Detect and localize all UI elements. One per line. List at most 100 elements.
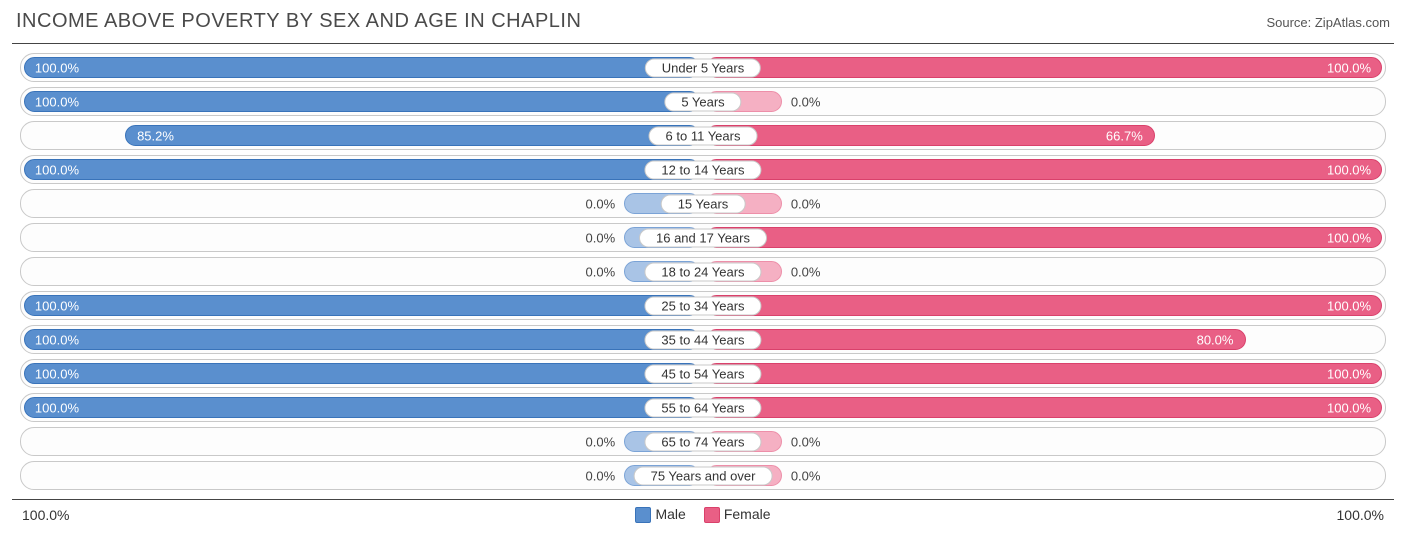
chart-title: INCOME ABOVE POVERTY BY SEX AND AGE IN C…: [16, 10, 581, 33]
age-label: 18 to 24 Years: [644, 262, 761, 281]
female-bar: [706, 57, 1382, 78]
female-half: 0.0%: [703, 88, 1385, 115]
male-bar: [24, 91, 700, 112]
male-value-label: 100.0%: [35, 60, 79, 75]
female-value-label: 100.0%: [1327, 400, 1371, 415]
male-half: 0.0%: [21, 462, 703, 489]
male-half: 100.0%: [21, 156, 703, 183]
age-label: 6 to 11 Years: [649, 126, 758, 145]
male-value-label: 100.0%: [35, 400, 79, 415]
male-bar: [24, 397, 700, 418]
male-value-label: 85.2%: [137, 128, 174, 143]
male-bar: [24, 57, 700, 78]
male-value-label: 0.0%: [586, 230, 616, 245]
data-row: 0.0% 0.0% 65 to 74 Years: [20, 427, 1386, 456]
male-half: 100.0%: [21, 394, 703, 421]
header: INCOME ABOVE POVERTY BY SEX AND AGE IN C…: [12, 10, 1394, 33]
female-half: 66.7%: [703, 122, 1385, 149]
data-row: 0.0%0.0%75 Years and over: [20, 461, 1386, 490]
age-label: 65 to 74 Years: [644, 432, 761, 451]
data-row: 85.2% 66.7% 6 to 11 Years: [20, 121, 1386, 150]
male-value-label: 0.0%: [586, 264, 616, 279]
female-half: 100.0%: [703, 54, 1385, 81]
male-value-label: 100.0%: [35, 94, 79, 109]
female-half: 0.0%: [703, 258, 1385, 285]
male-half: 100.0%: [21, 88, 703, 115]
female-value-label: 0.0%: [791, 196, 821, 211]
data-row: 0.0% 100.0%16 and 17 Years: [20, 223, 1386, 252]
male-value-label: 100.0%: [35, 298, 79, 313]
male-half: 0.0%: [21, 428, 703, 455]
age-label: 45 to 54 Years: [644, 364, 761, 383]
male-half: 85.2%: [21, 122, 703, 149]
male-bar: [24, 295, 700, 316]
male-value-label: 100.0%: [35, 366, 79, 381]
female-bar: [706, 329, 1246, 350]
data-row: 100.0% 100.0% 45 to 54 Years: [20, 359, 1386, 388]
male-bar: [24, 329, 700, 350]
legend-male: Male: [635, 506, 685, 523]
female-half: 0.0%: [703, 462, 1385, 489]
age-label: 12 to 14 Years: [644, 160, 761, 179]
male-bar: [125, 125, 700, 146]
female-bar: [706, 227, 1382, 248]
female-value-label: 0.0%: [791, 468, 821, 483]
female-value-label: 100.0%: [1327, 298, 1371, 313]
data-row: 0.0% 0.0% 15 Years: [20, 189, 1386, 218]
data-row: 0.0% 0.0% 18 to 24 Years: [20, 257, 1386, 286]
female-half: 0.0%: [703, 190, 1385, 217]
data-row: 100.0% 80.0% 35 to 44 Years: [20, 325, 1386, 354]
male-swatch-icon: [635, 507, 651, 523]
male-value-label: 0.0%: [586, 434, 616, 449]
age-label: 25 to 34 Years: [644, 296, 761, 315]
age-label: 35 to 44 Years: [644, 330, 761, 349]
source-label: Source: ZipAtlas.com: [1266, 15, 1390, 30]
male-half: 0.0%: [21, 258, 703, 285]
data-row: 100.0% 100.0% Under 5 Years: [20, 53, 1386, 82]
data-row: 100.0% 0.0% 5 Years: [20, 87, 1386, 116]
female-half: 0.0%: [703, 428, 1385, 455]
female-value-label: 66.7%: [1106, 128, 1143, 143]
male-value-label: 0.0%: [586, 196, 616, 211]
female-bar: [706, 363, 1382, 384]
data-row: 100.0% 100.0% 25 to 34 Years: [20, 291, 1386, 320]
female-value-label: 100.0%: [1327, 60, 1371, 75]
female-half: 80.0%: [703, 326, 1385, 353]
axis-right-label: 100.0%: [1337, 507, 1384, 523]
female-bar: [706, 125, 1155, 146]
female-bar: [706, 159, 1382, 180]
female-value-label: 100.0%: [1327, 162, 1371, 177]
female-bar: [706, 397, 1382, 418]
male-value-label: 100.0%: [35, 162, 79, 177]
age-label: 16 and 17 Years: [639, 228, 767, 247]
female-value-label: 0.0%: [791, 264, 821, 279]
female-swatch-icon: [704, 507, 720, 523]
age-label: Under 5 Years: [645, 58, 761, 77]
male-half: 100.0%: [21, 54, 703, 81]
female-value-label: 0.0%: [791, 434, 821, 449]
female-half: 100.0%: [703, 292, 1385, 319]
age-label: 55 to 64 Years: [644, 398, 761, 417]
male-value-label: 0.0%: [586, 468, 616, 483]
female-value-label: 80.0%: [1197, 332, 1234, 347]
axis-left-label: 100.0%: [22, 507, 69, 523]
age-label: 15 Years: [661, 194, 746, 213]
male-half: 100.0%: [21, 326, 703, 353]
age-label: 5 Years: [664, 92, 741, 111]
chart-container: INCOME ABOVE POVERTY BY SEX AND AGE IN C…: [0, 0, 1406, 558]
female-half: 100.0%: [703, 224, 1385, 251]
female-half: 100.0%: [703, 360, 1385, 387]
chart-body: 100.0% 100.0% Under 5 Years 100.0% 0.0% 5 Yea…: [12, 43, 1394, 500]
male-value-label: 100.0%: [35, 332, 79, 347]
female-value-label: 100.0%: [1327, 366, 1371, 381]
female-bar: [706, 295, 1382, 316]
data-row: 100.0% 100.0% 12 to 14 Years: [20, 155, 1386, 184]
male-half: 0.0%: [21, 224, 703, 251]
male-half: 0.0%: [21, 190, 703, 217]
female-value-label: 0.0%: [791, 94, 821, 109]
female-half: 100.0%: [703, 156, 1385, 183]
male-half: 100.0%: [21, 292, 703, 319]
data-row: 100.0% 100.0% 55 to 64 Years: [20, 393, 1386, 422]
female-half: 100.0%: [703, 394, 1385, 421]
male-bar: [24, 159, 700, 180]
